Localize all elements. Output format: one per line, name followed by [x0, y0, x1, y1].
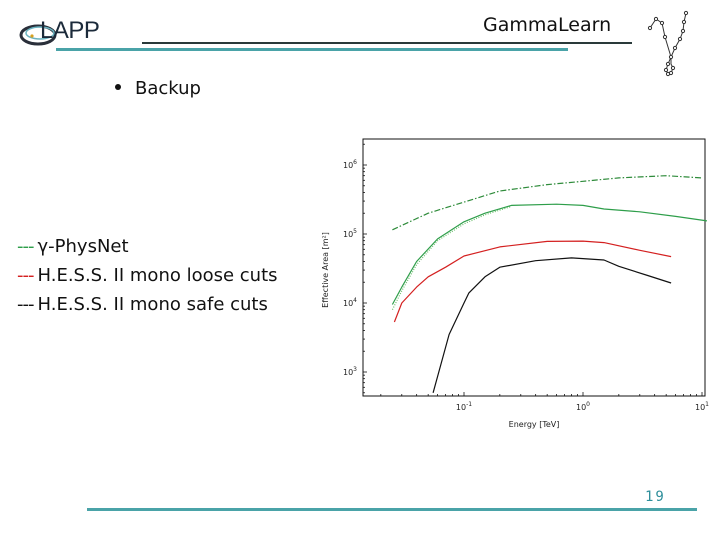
plot-frame: [362, 138, 706, 397]
legend-label: γ-PhysNet: [37, 236, 129, 257]
header-accent-rule: [56, 48, 568, 51]
legend-label: H.E.S.S. II mono loose cuts: [37, 265, 278, 286]
effective-area-chart: Effective Area [m²] Energy [TeV] 1031041…: [321, 138, 709, 429]
logo-text: LAPP: [40, 17, 100, 44]
svg-text:100: 100: [576, 401, 590, 412]
series-line-1: [391, 203, 707, 305]
svg-text:104: 104: [343, 297, 357, 308]
svg-text:103: 103: [343, 366, 357, 377]
legend-swatch-black: ---: [17, 294, 34, 315]
series-line-4: [432, 257, 672, 393]
svg-text:101: 101: [695, 401, 709, 412]
tick-labels: 103 104 105 106 10-1 100 101: [343, 159, 709, 412]
legend-item-physnet: --- γ-PhysNet: [17, 232, 278, 261]
footer-rule: [87, 508, 697, 511]
series-line-2: [391, 205, 512, 310]
y-axis-label: Effective Area [m²]: [321, 232, 330, 308]
bullet-dot-icon: [115, 84, 121, 90]
series-line-3: [393, 240, 672, 323]
bullet-item: Backup: [115, 78, 201, 99]
svg-text:105: 105: [343, 228, 357, 239]
page-title: GammaLearn: [483, 14, 612, 36]
legend-item-loose-cuts: --- H.E.S.S. II mono loose cuts: [17, 261, 278, 290]
legend-swatch-red: ---: [17, 265, 34, 286]
x-axis-label: Energy [TeV]: [509, 420, 560, 429]
legend: --- γ-PhysNet --- H.E.S.S. II mono loose c…: [17, 232, 278, 319]
header-divider: [142, 42, 632, 44]
gamma-constellation-icon: [647, 10, 689, 77]
bullet-text: Backup: [135, 78, 201, 99]
data-lines: [391, 175, 707, 393]
series-line-0: [392, 175, 703, 231]
page-number: 19: [645, 489, 666, 505]
legend-item-safe-cuts: --- H.E.S.S. II mono safe cuts: [17, 290, 278, 319]
svg-text:10-1: 10-1: [456, 401, 472, 412]
legend-swatch-green: ---: [17, 236, 34, 257]
lapp-logo-icon: [19, 24, 57, 46]
svg-text:106: 106: [343, 159, 357, 170]
legend-label: H.E.S.S. II mono safe cuts: [37, 294, 268, 315]
